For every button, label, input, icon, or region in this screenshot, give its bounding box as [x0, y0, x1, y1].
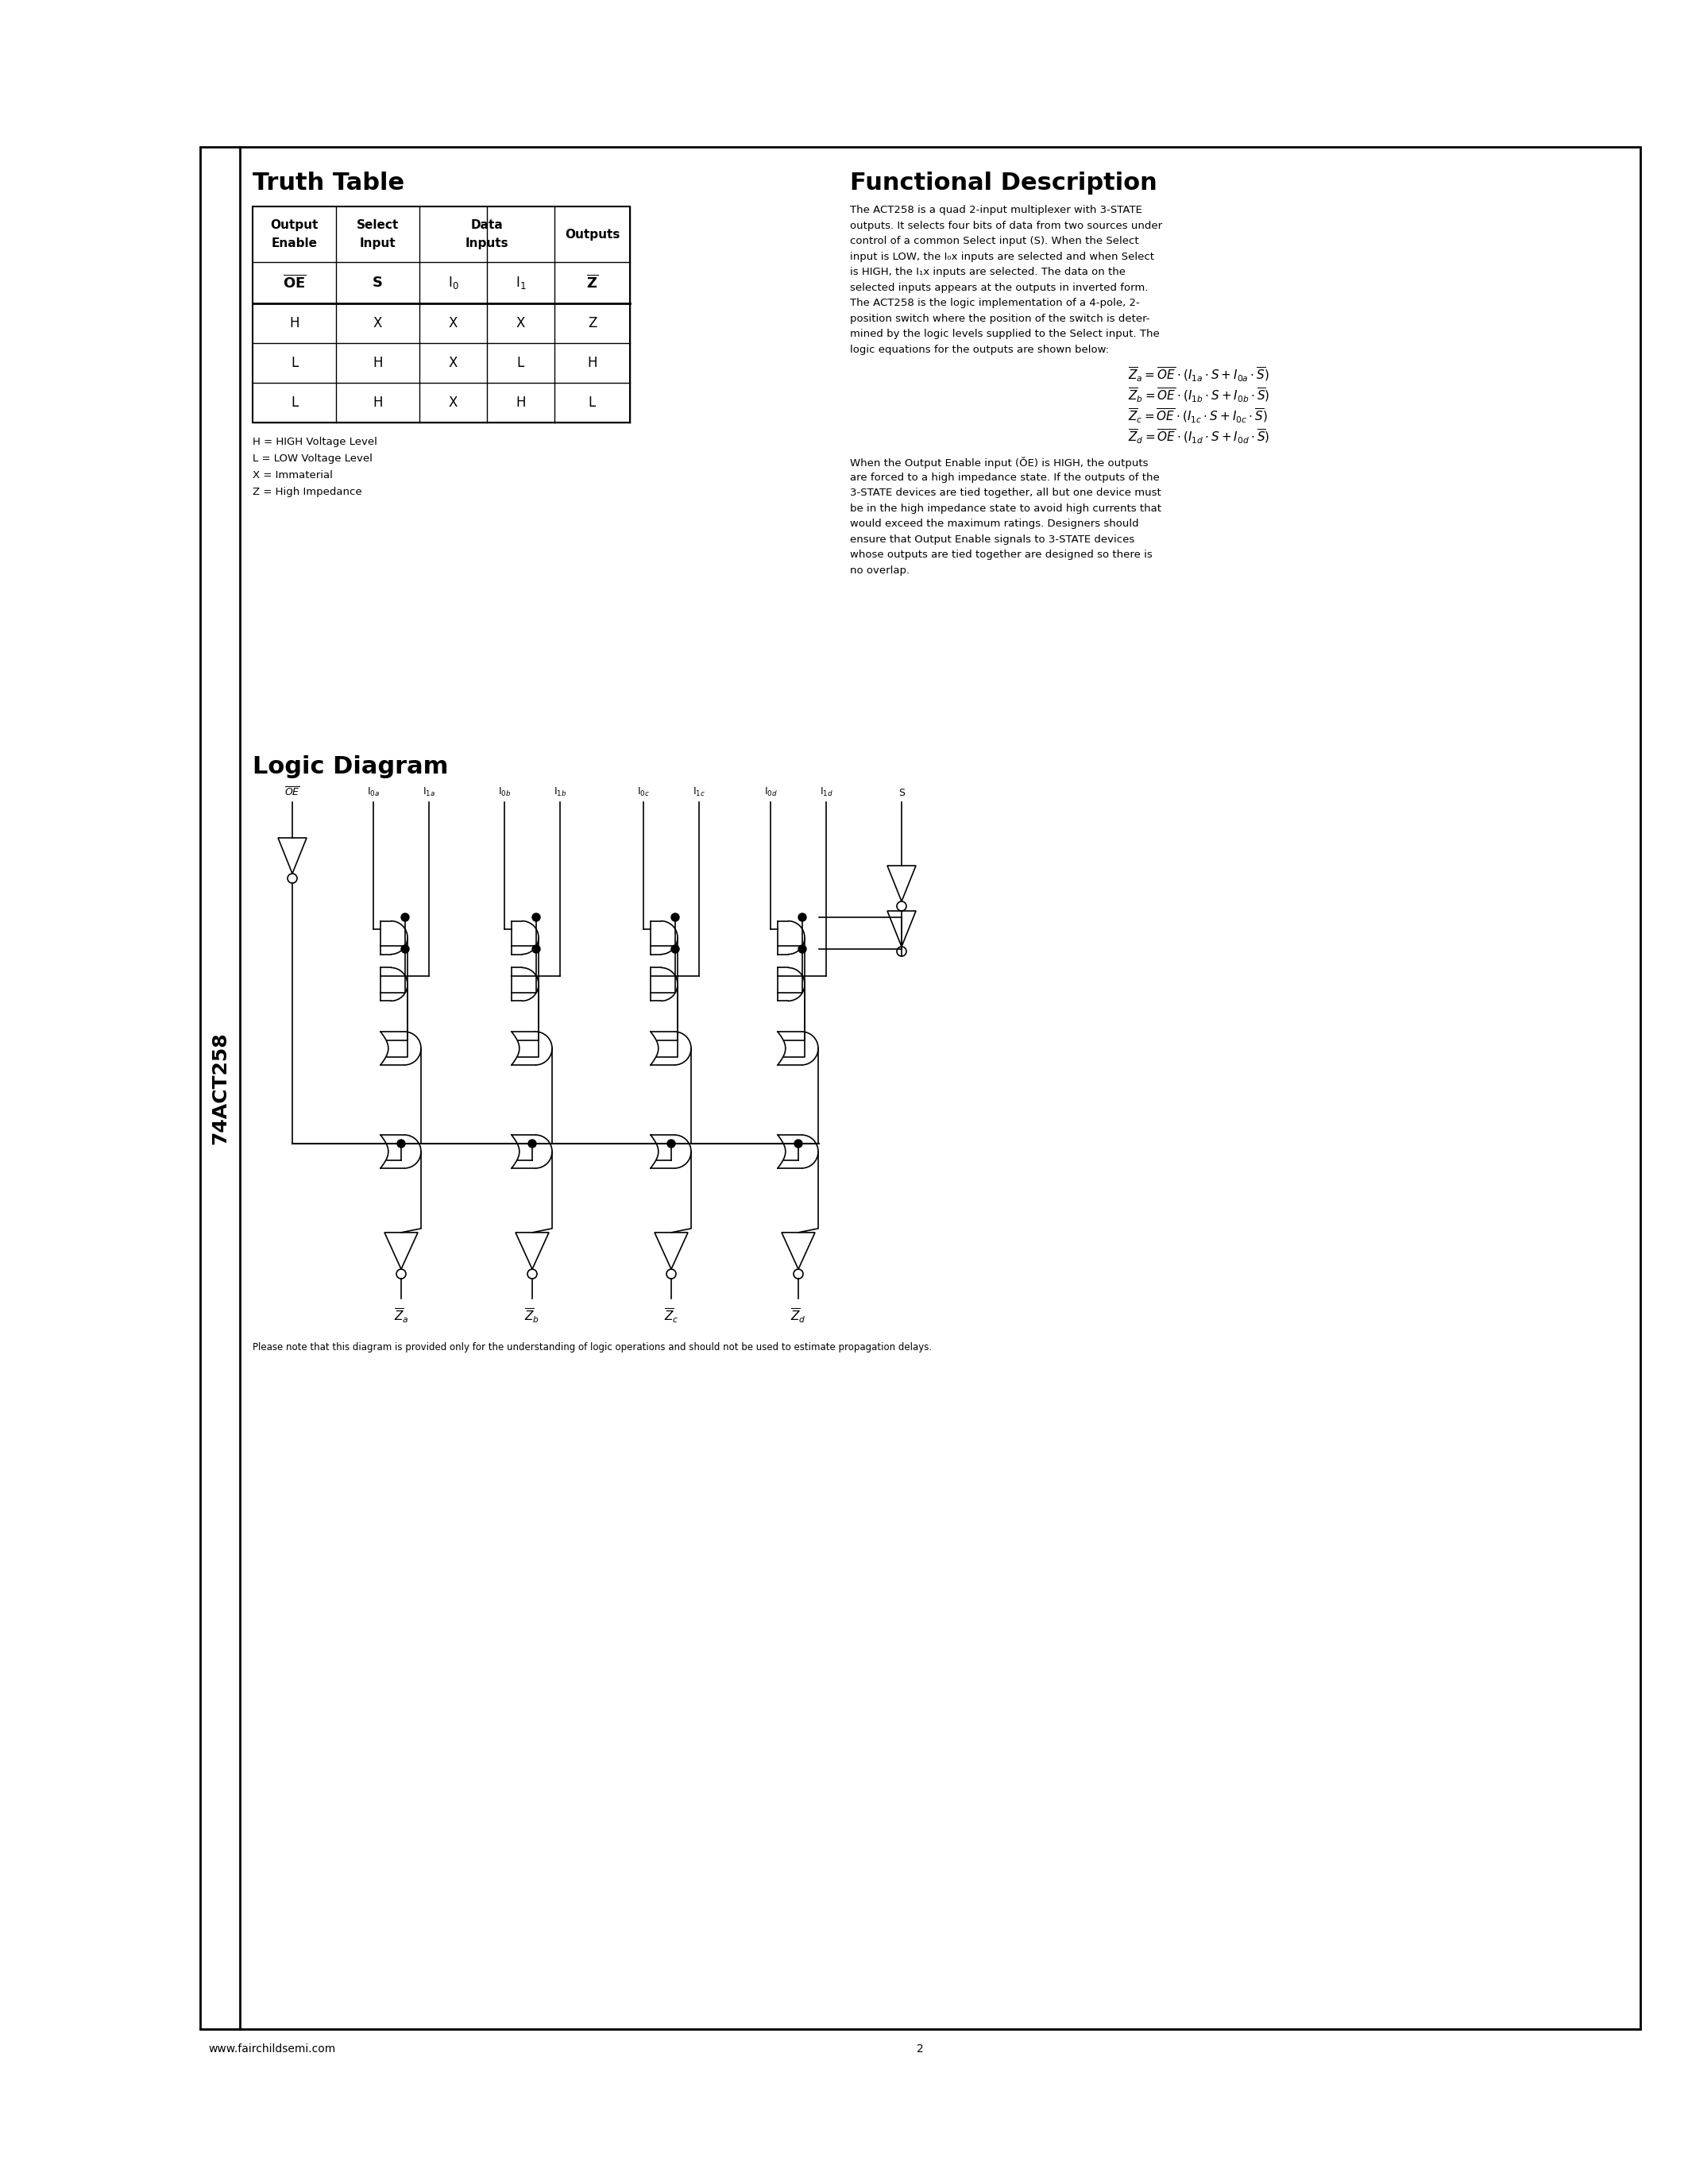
Circle shape	[532, 946, 540, 952]
Circle shape	[667, 1140, 675, 1147]
Text: I$_{1c}$: I$_{1c}$	[692, 786, 706, 797]
Text: position switch where the position of the switch is deter-: position switch where the position of th…	[851, 312, 1150, 323]
Circle shape	[798, 913, 807, 922]
Text: mined by the logic levels supplied to the Select input. The: mined by the logic levels supplied to th…	[851, 330, 1160, 339]
Bar	[253, 207, 630, 422]
Text: input is LOW, the I₀x inputs are selected and when Select: input is LOW, the I₀x inputs are selecte…	[851, 251, 1155, 262]
Text: L: L	[290, 395, 299, 411]
Text: 2: 2	[917, 2044, 923, 2055]
Text: Truth Table: Truth Table	[253, 170, 405, 194]
Text: is HIGH, the I₁x inputs are selected. The data on the: is HIGH, the I₁x inputs are selected. Th…	[851, 266, 1126, 277]
Text: Select
Input: Select Input	[356, 221, 398, 249]
Text: outputs. It selects four bits of data from two sources under: outputs. It selects four bits of data fr…	[851, 221, 1163, 232]
Text: L = LOW Voltage Level: L = LOW Voltage Level	[253, 454, 373, 463]
Text: Z = High Impedance: Z = High Impedance	[253, 487, 361, 498]
Text: 3-STATE devices are tied together, all but one device must: 3-STATE devices are tied together, all b…	[851, 487, 1161, 498]
Text: I$_{0c}$: I$_{0c}$	[636, 786, 650, 797]
Text: $\mathbf{\overline{Z}}$: $\mathbf{\overline{Z}}$	[586, 275, 598, 290]
Text: S: S	[373, 275, 383, 290]
Text: H = HIGH Voltage Level: H = HIGH Voltage Level	[253, 437, 376, 448]
Text: I$_{0a}$: I$_{0a}$	[366, 786, 380, 797]
Text: $\overline{Z}_d = \overline{OE} \cdot (I_{1d} \cdot S + I_{0d} \cdot \overline{S: $\overline{Z}_d = \overline{OE} \cdot (I…	[1128, 428, 1269, 446]
Text: I$_{1a}$: I$_{1a}$	[422, 786, 436, 797]
Text: logic equations for the outputs are shown below:: logic equations for the outputs are show…	[851, 345, 1109, 354]
Text: X: X	[517, 317, 525, 330]
Text: X: X	[373, 317, 381, 330]
Text: Logic Diagram: Logic Diagram	[253, 756, 449, 778]
Text: $\overline{Z}_a$: $\overline{Z}_a$	[393, 1306, 408, 1324]
Text: $\overline{Z}_b = \overline{OE} \cdot (I_{1b} \cdot S + I_{0b} \cdot \overline{S: $\overline{Z}_b = \overline{OE} \cdot (I…	[1128, 387, 1269, 404]
Text: When the Output Enable input (ŎE) is HIGH, the outputs: When the Output Enable input (ŎE) is HIG…	[851, 456, 1148, 470]
Text: $\overline{Z}_c$: $\overline{Z}_c$	[663, 1306, 679, 1324]
Text: H: H	[587, 356, 598, 369]
Text: Z: Z	[587, 317, 598, 330]
Text: X: X	[449, 317, 457, 330]
Circle shape	[672, 946, 679, 952]
Text: I$_{0b}$: I$_{0b}$	[498, 786, 511, 797]
Text: $\overline{Z}_c = \overline{OE} \cdot (I_{1c} \cdot S + I_{0c} \cdot \overline{S: $\overline{Z}_c = \overline{OE} \cdot (I…	[1128, 408, 1268, 426]
Text: control of a common Select input (S). When the Select: control of a common Select input (S). Wh…	[851, 236, 1139, 247]
Text: H: H	[517, 395, 525, 411]
Text: X: X	[449, 395, 457, 411]
Text: S: S	[898, 788, 905, 797]
Text: Functional Description: Functional Description	[851, 170, 1158, 194]
Text: I$_{0d}$: I$_{0d}$	[763, 786, 776, 797]
Text: H: H	[373, 356, 383, 369]
Circle shape	[402, 913, 408, 922]
Text: The ACT258 is a quad 2-input multiplexer with 3-STATE: The ACT258 is a quad 2-input multiplexer…	[851, 205, 1143, 216]
Text: would exceed the maximum ratings. Designers should: would exceed the maximum ratings. Design…	[851, 518, 1139, 529]
Circle shape	[532, 913, 540, 922]
Text: $\overline{Z}_a = \overline{OE} \cdot (I_{1a} \cdot S + I_{0a} \cdot \overline{S: $\overline{Z}_a = \overline{OE} \cdot (I…	[1128, 367, 1269, 384]
Text: I$_{1b}$: I$_{1b}$	[554, 786, 567, 797]
Text: The ACT258 is the logic implementation of a 4-pole, 2-: The ACT258 is the logic implementation o…	[851, 297, 1139, 308]
Text: $\mathbf{\overline{OE}}$: $\mathbf{\overline{OE}}$	[282, 275, 306, 290]
Text: H: H	[373, 395, 383, 411]
Bar	[201, 146, 1641, 2029]
Text: ensure that Output Enable signals to 3-STATE devices: ensure that Output Enable signals to 3-S…	[851, 535, 1134, 544]
Text: www.fairchildsemi.com: www.fairchildsemi.com	[208, 2044, 336, 2055]
Text: L: L	[290, 356, 299, 369]
Text: $\overline{OE}$: $\overline{OE}$	[285, 786, 300, 797]
Circle shape	[402, 946, 408, 952]
Text: H: H	[289, 317, 299, 330]
Text: Please note that this diagram is provided only for the understanding of logic op: Please note that this diagram is provide…	[253, 1343, 932, 1352]
Text: no overlap.: no overlap.	[851, 566, 910, 574]
Text: Output
Enable: Output Enable	[270, 221, 319, 249]
Text: I$_{1d}$: I$_{1d}$	[819, 786, 832, 797]
Text: L: L	[517, 356, 525, 369]
Text: selected inputs appears at the outputs in inverted form.: selected inputs appears at the outputs i…	[851, 282, 1148, 293]
Text: X = Immaterial: X = Immaterial	[253, 470, 333, 480]
Text: are forced to a high impedance state. If the outputs of the: are forced to a high impedance state. If…	[851, 472, 1160, 483]
Text: $\overline{Z}_d$: $\overline{Z}_d$	[790, 1306, 807, 1324]
Text: 74ACT258: 74ACT258	[211, 1031, 230, 1144]
Text: I$_0$: I$_0$	[447, 275, 459, 290]
Text: $\overline{Z}_b$: $\overline{Z}_b$	[525, 1306, 540, 1324]
Circle shape	[672, 913, 679, 922]
Text: X: X	[449, 356, 457, 369]
Circle shape	[795, 1140, 802, 1147]
Text: whose outputs are tied together are designed so there is: whose outputs are tied together are desi…	[851, 550, 1153, 559]
Text: Outputs: Outputs	[564, 229, 619, 240]
Circle shape	[798, 946, 807, 952]
Text: Data
Inputs: Data Inputs	[466, 221, 508, 249]
Text: be in the high impedance state to avoid high currents that: be in the high impedance state to avoid …	[851, 502, 1161, 513]
Text: I$_1$: I$_1$	[515, 275, 527, 290]
Text: L: L	[589, 395, 596, 411]
Circle shape	[397, 1140, 405, 1147]
Circle shape	[528, 1140, 537, 1147]
